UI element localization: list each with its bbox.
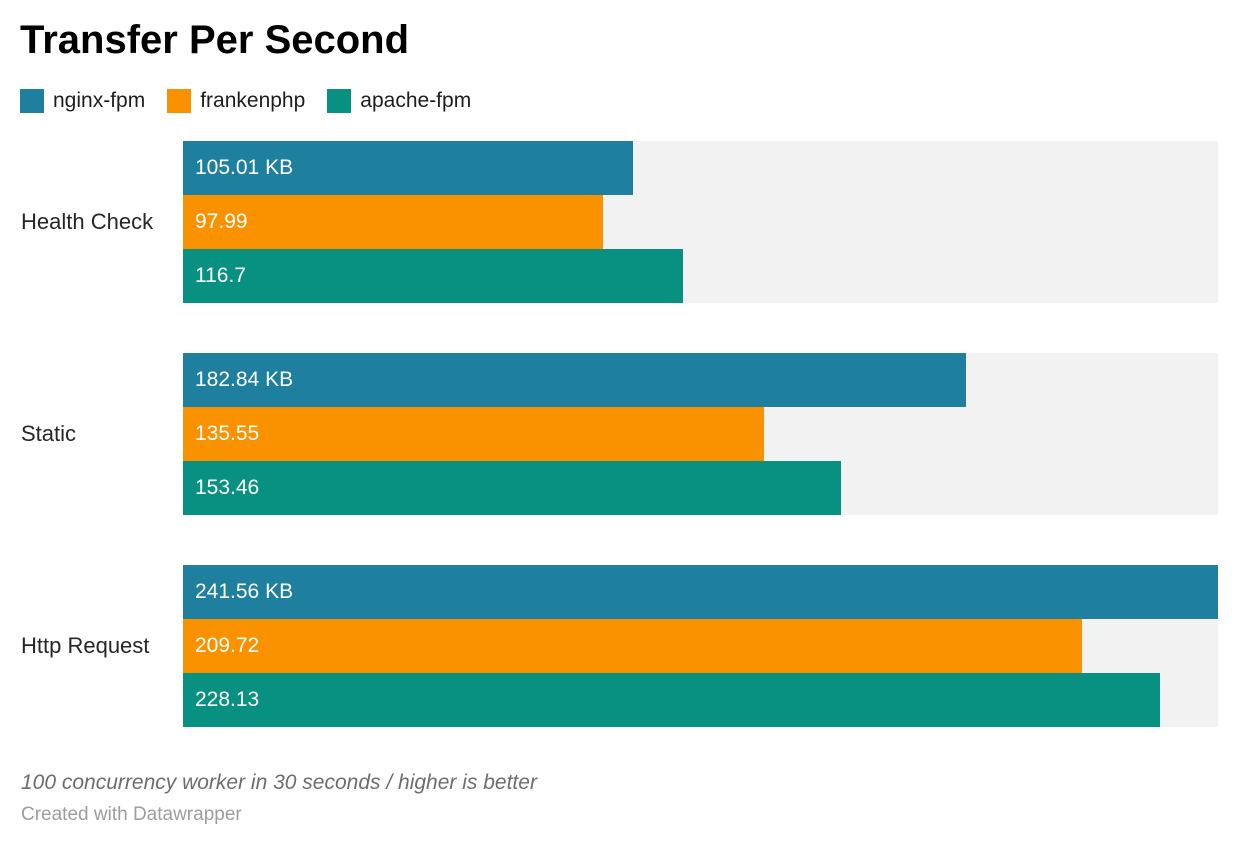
legend-label: apache-fpm <box>360 89 472 112</box>
category-label: Health Check <box>21 209 154 234</box>
bar-value-label: 153.46 <box>195 476 260 499</box>
category-label: Static <box>21 421 77 446</box>
legend-item-nginx-fpm: nginx-fpm <box>20 89 145 113</box>
legend: nginx-fpm frankenphp apache-fpm <box>0 89 1240 113</box>
bar-rows: 105.01 KB 97.99 116.7 <box>183 141 1218 303</box>
bar-nginx-fpm: 105.01 KB <box>183 141 633 195</box>
legend-swatch-icon <box>327 89 352 113</box>
legend-swatch-icon <box>20 89 44 113</box>
bar-nginx-fpm: 241.56 KB <box>183 565 1218 619</box>
bar-rows: 241.56 KB 209.72 228.13 <box>183 565 1218 727</box>
bar-value-label: 135.55 <box>195 422 260 445</box>
bar-apache-fpm: 228.13 <box>183 673 1161 727</box>
bar-nginx-fpm: 182.84 KB <box>183 353 967 407</box>
bar-track: 209.72 <box>183 619 1218 673</box>
legend-label: nginx-fpm <box>53 89 146 112</box>
bar-value-label: 105.01 KB <box>195 156 294 179</box>
bar-frankenphp: 135.55 <box>183 407 764 461</box>
bar-group: Health Check 105.01 KB 97.99 116.7 <box>0 141 1240 303</box>
bar-track: 241.56 KB <box>183 565 1218 619</box>
bar-track: 228.13 <box>183 673 1218 727</box>
bar-track: 97.99 <box>183 195 1218 249</box>
bar-apache-fpm: 153.46 <box>183 461 841 515</box>
bar-track: 182.84 KB <box>183 353 1218 407</box>
chart-note: 100 concurrency worker in 30 seconds / h… <box>21 771 537 794</box>
legend-item-frankenphp: frankenphp <box>167 89 305 113</box>
grouped-bar-chart: Health Check 105.01 KB 97.99 116.7 Static 182… <box>0 141 1240 727</box>
bar-frankenphp: 209.72 <box>183 619 1082 673</box>
legend-label: frankenphp <box>200 89 306 112</box>
bar-rows: 182.84 KB 135.55 153.46 <box>183 353 1218 515</box>
bar-track: 116.7 <box>183 249 1218 303</box>
bar-group: Static 182.84 KB 135.55 153.46 <box>0 353 1240 515</box>
bar-value-label: 182.84 KB <box>195 368 294 391</box>
datawrapper-attribution: Created with Datawrapper <box>21 804 242 825</box>
bar-value-label: 97.99 <box>195 210 248 233</box>
chart-title: Transfer Per Second <box>20 18 410 62</box>
bar-group: Http Request 241.56 KB 209.72 228.13 <box>0 565 1240 727</box>
bar-frankenphp: 97.99 <box>183 195 603 249</box>
bar-value-label: 209.72 <box>195 634 260 657</box>
bar-track: 135.55 <box>183 407 1218 461</box>
bar-value-label: 241.56 KB <box>195 580 294 603</box>
bar-value-label: 228.13 <box>195 688 260 711</box>
bar-apache-fpm: 116.7 <box>183 249 684 303</box>
legend-swatch-icon <box>167 89 192 113</box>
category-label: Http Request <box>21 633 150 658</box>
bar-track: 105.01 KB <box>183 141 1218 195</box>
bar-track: 153.46 <box>183 461 1218 515</box>
legend-item-apache-fpm: apache-fpm <box>327 89 471 113</box>
bar-value-label: 116.7 <box>195 264 246 287</box>
